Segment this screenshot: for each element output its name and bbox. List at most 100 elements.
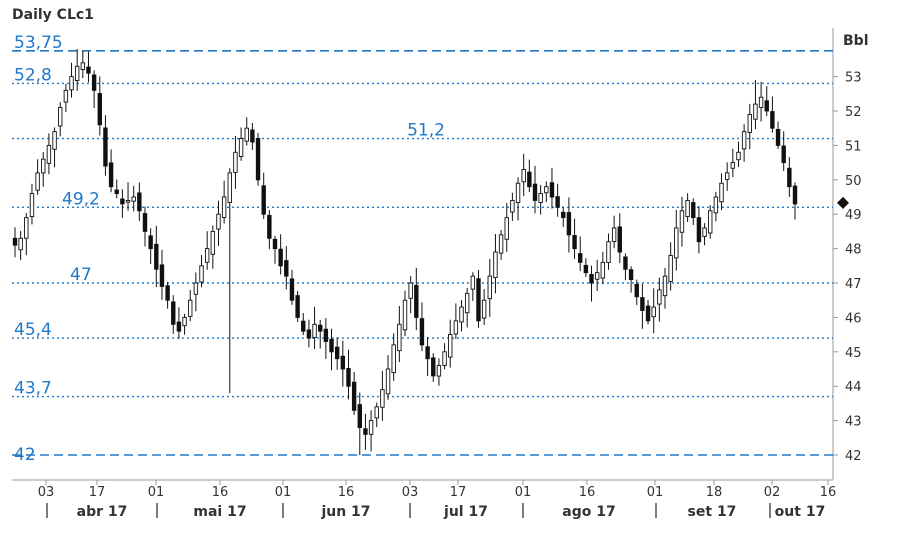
candle-body bbox=[758, 96, 764, 108]
candle-body bbox=[46, 144, 52, 164]
candle bbox=[414, 267, 419, 331]
candle-body bbox=[708, 210, 713, 234]
candle-body bbox=[284, 260, 289, 277]
candle-body bbox=[159, 264, 165, 287]
y-tick-label: 46 bbox=[845, 311, 862, 326]
candle bbox=[419, 302, 425, 352]
candle-body bbox=[781, 145, 786, 164]
candle bbox=[730, 148, 736, 178]
x-tick-label: 01 bbox=[515, 485, 532, 500]
candle bbox=[329, 328, 334, 371]
candle-body bbox=[312, 323, 317, 339]
candle bbox=[431, 353, 436, 382]
candle bbox=[521, 153, 526, 197]
y-tick-label: 45 bbox=[845, 346, 862, 361]
candle bbox=[216, 200, 221, 246]
level-lines bbox=[12, 49, 833, 456]
candle bbox=[97, 76, 102, 136]
candle-body bbox=[24, 217, 29, 239]
candle bbox=[741, 124, 747, 162]
candle-body bbox=[753, 103, 758, 120]
candle bbox=[611, 215, 617, 249]
candle bbox=[182, 313, 187, 335]
candle bbox=[204, 231, 210, 270]
candle bbox=[58, 102, 63, 137]
candle-body bbox=[589, 274, 594, 284]
candle-body bbox=[86, 66, 91, 74]
candle-body bbox=[476, 278, 481, 322]
candle-body bbox=[278, 248, 283, 267]
candle-body bbox=[154, 243, 159, 270]
candle-body bbox=[402, 299, 408, 331]
candle-body bbox=[137, 192, 142, 212]
candle bbox=[753, 80, 758, 130]
candle bbox=[80, 50, 86, 79]
candle-body bbox=[425, 346, 430, 360]
candle-body bbox=[210, 230, 216, 255]
candle-body bbox=[419, 318, 425, 346]
candle bbox=[470, 272, 476, 301]
candle bbox=[442, 343, 447, 370]
candle bbox=[515, 177, 521, 221]
candle bbox=[702, 223, 707, 246]
candle-body bbox=[193, 282, 199, 295]
candle-body bbox=[792, 185, 798, 205]
candle-body bbox=[199, 265, 204, 283]
candle bbox=[334, 337, 340, 370]
candle bbox=[674, 209, 679, 271]
candle bbox=[171, 295, 176, 334]
candle bbox=[193, 272, 199, 312]
candle-body bbox=[741, 131, 747, 150]
candle-body bbox=[736, 151, 741, 161]
candle-body bbox=[165, 285, 170, 301]
candle bbox=[125, 182, 131, 211]
candle bbox=[724, 162, 730, 191]
candle bbox=[397, 305, 402, 363]
y-tick-label: 47 bbox=[845, 277, 862, 292]
candle-body bbox=[713, 196, 719, 214]
candle-body bbox=[651, 306, 656, 318]
candle bbox=[351, 371, 357, 415]
candle bbox=[792, 182, 798, 220]
candle bbox=[227, 168, 232, 394]
candle-body bbox=[69, 76, 74, 91]
candle bbox=[628, 266, 634, 293]
candle-body bbox=[628, 269, 634, 281]
candle bbox=[464, 287, 470, 328]
candle-body bbox=[35, 172, 40, 191]
candle bbox=[86, 51, 91, 83]
candle-body bbox=[600, 261, 606, 279]
y-axis: 42 43 44 45 46 47 48 49 50 51 52 53 bbox=[833, 71, 862, 464]
candle-body bbox=[74, 65, 80, 82]
candle-body bbox=[289, 278, 295, 301]
candle bbox=[312, 306, 317, 350]
candle-body bbox=[674, 227, 679, 259]
candle bbox=[261, 172, 266, 219]
candle bbox=[787, 157, 792, 197]
candle-body bbox=[606, 241, 611, 264]
candle-body bbox=[272, 238, 278, 250]
candle-body bbox=[702, 227, 707, 237]
x-tick-label: 18 bbox=[706, 485, 723, 500]
candle-body bbox=[176, 321, 182, 332]
candle-body bbox=[340, 355, 346, 370]
candle bbox=[114, 179, 119, 199]
candle-body bbox=[611, 227, 617, 242]
candle bbox=[368, 410, 374, 452]
candle-body bbox=[544, 186, 549, 194]
candle bbox=[131, 185, 136, 212]
y-tick-label: 51 bbox=[845, 139, 862, 154]
candle bbox=[685, 193, 690, 222]
candle bbox=[385, 355, 391, 400]
candle-body bbox=[594, 272, 600, 280]
candle-body bbox=[764, 100, 769, 112]
candle-body bbox=[640, 297, 645, 311]
candle bbox=[747, 103, 752, 150]
candle bbox=[572, 218, 577, 259]
candle-body bbox=[238, 138, 244, 157]
y-tick-label: 44 bbox=[845, 380, 862, 395]
candle-body bbox=[12, 237, 18, 246]
x-tick-label: 03 bbox=[38, 485, 55, 500]
candle-body bbox=[182, 316, 187, 327]
candle-body bbox=[120, 198, 125, 205]
